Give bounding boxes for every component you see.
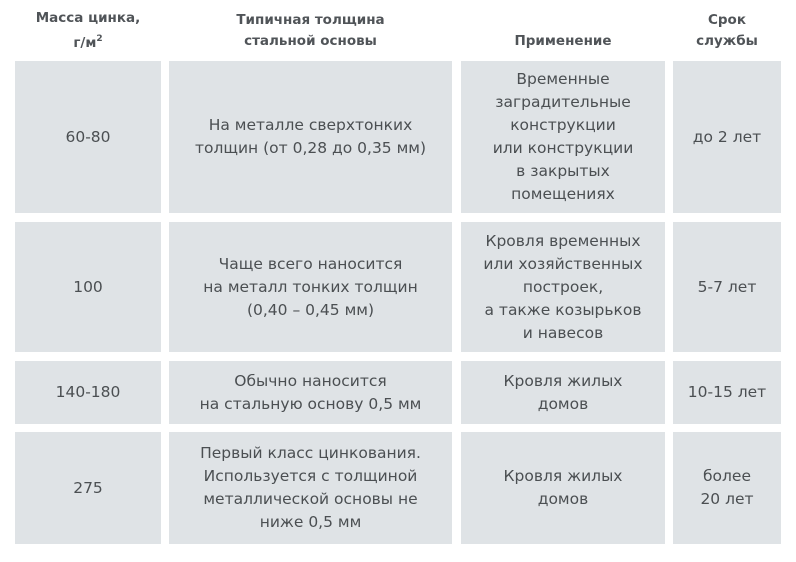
- cell-thickness: Чаще всего наносится на металл тонких то…: [169, 222, 452, 352]
- cell-thickness: Обычно наносится на стальную основу 0,5 …: [169, 361, 452, 424]
- cell-application: Кровля жилых домов: [461, 361, 665, 424]
- header-application: Применение: [514, 32, 612, 49]
- cell-mass: 60-80: [15, 61, 161, 213]
- cell-mass: 275: [15, 432, 161, 544]
- header-mass: Масса цинка, г/м2: [15, 8, 161, 54]
- cell-mass: 140-180: [15, 361, 161, 424]
- cell-lifetime: до 2 лет: [673, 61, 781, 213]
- cell-application: Временные заградительные конструкции или…: [461, 61, 665, 213]
- cell-lifetime: 5-7 лет: [673, 222, 781, 352]
- header-mass-text: Масса цинка, г/м: [35, 10, 141, 51]
- cell-thickness: На металле сверхтонких толщин (от 0,28 д…: [169, 61, 452, 213]
- header-lifetime: Срок службы: [696, 12, 758, 49]
- header-thickness: Типичная толщина стальной основы: [236, 12, 385, 49]
- header-mass-superscript: 2: [96, 34, 103, 44]
- cell-application: Кровля временных или хозяйственных постр…: [461, 222, 665, 352]
- cell-mass: 100: [15, 222, 161, 352]
- cell-application: Кровля жилых домов: [461, 432, 665, 544]
- cell-lifetime: более 20 лет: [673, 432, 781, 544]
- cell-lifetime: 10-15 лет: [673, 361, 781, 424]
- cell-thickness: Первый класс цинкования. Используется с …: [169, 432, 452, 544]
